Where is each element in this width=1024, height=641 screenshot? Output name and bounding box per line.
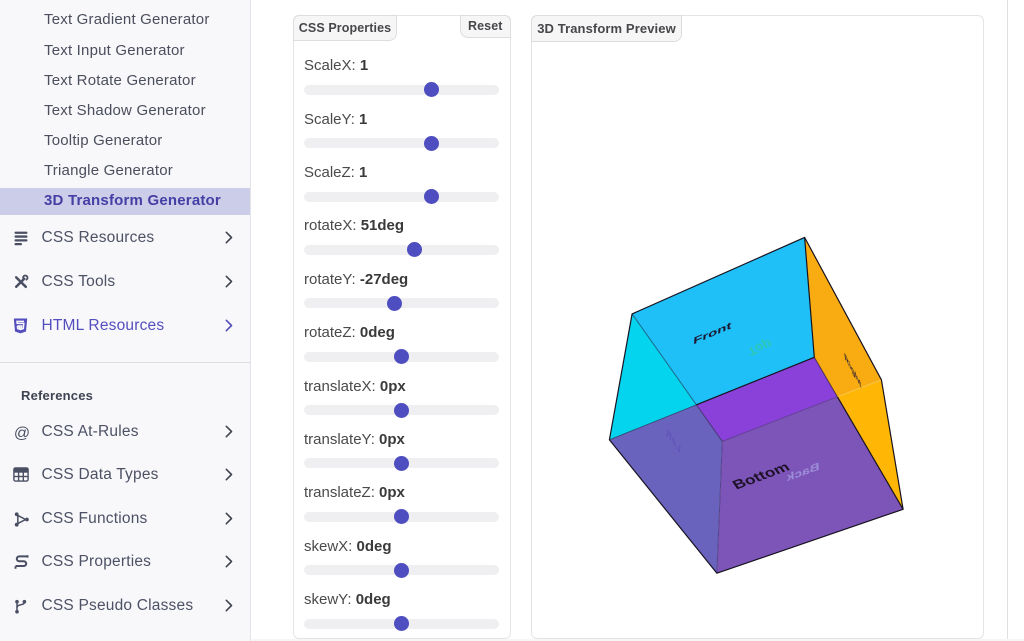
- svg-text:@: @: [14, 425, 30, 442]
